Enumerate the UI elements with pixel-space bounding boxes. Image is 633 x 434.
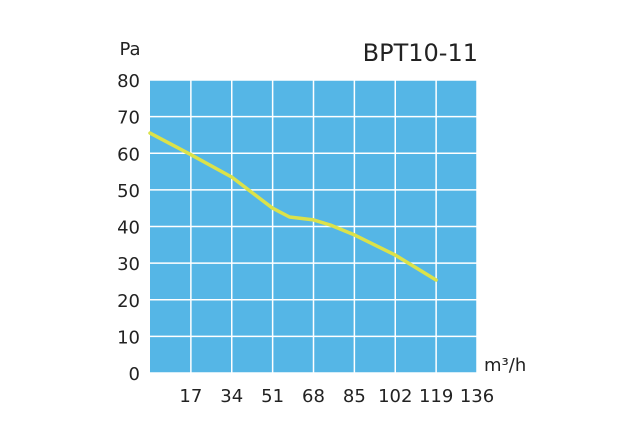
y-tick-label: 30	[117, 254, 140, 275]
x-tick-label: 34	[220, 386, 243, 407]
y-tick-label: 0	[129, 364, 140, 385]
x-tick-label: 102	[378, 386, 412, 407]
y-tick-label: 50	[117, 181, 140, 202]
y-tick-label: 60	[117, 144, 140, 165]
y-tick-label: 70	[117, 108, 140, 129]
x-tick-label: 119	[419, 386, 453, 407]
x-axis-label: m³/h	[484, 355, 526, 376]
x-tick-label: 68	[302, 386, 325, 407]
line	[148, 131, 438, 282]
chart-title: BPT10-11	[363, 39, 478, 67]
x-tick-label: 17	[179, 386, 202, 407]
y-tick-label: 20	[117, 291, 140, 312]
x-tick-label: 51	[261, 386, 284, 407]
x-tick-label: 85	[343, 386, 366, 407]
y-tick-label: 10	[117, 327, 140, 348]
y-tick-label: 80	[117, 71, 140, 92]
y-axis-label: Pa	[119, 39, 140, 60]
x-tick-label: 136	[460, 386, 494, 407]
y-tick-label: 40	[117, 218, 140, 239]
